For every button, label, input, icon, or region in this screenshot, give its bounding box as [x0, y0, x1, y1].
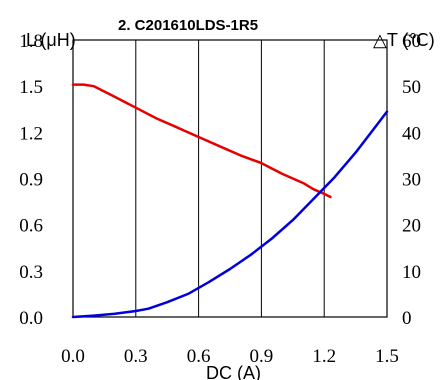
- temperature-rise-line: [71, 110, 389, 319]
- tick-labels: 0.0 0.3 0.6 0.9 1.2 1.5 0.0 0.3 0.6 0.9 1.2 1.5 1.8 0…: [19, 31, 421, 367]
- grid: [135, 40, 325, 317]
- y-right-tick-label: 40: [402, 123, 421, 144]
- y-right-tick-label: 50: [402, 77, 421, 98]
- x-tick-label: 1.2: [312, 346, 336, 367]
- x-axis-label: DC (A): [206, 363, 261, 380]
- x-tick-label: 0.0: [61, 346, 85, 367]
- y-left-tick-label: 0.0: [19, 308, 43, 329]
- x-tick-label: 0.9: [250, 346, 274, 367]
- series-layer: [71, 83, 389, 319]
- inductance-line: [71, 83, 332, 199]
- x-tick-label: 1.5: [375, 346, 399, 367]
- y-right-tick-label: 30: [402, 170, 421, 191]
- y-left-tick-label: 1.8: [19, 31, 43, 52]
- plot-frame: [72, 39, 388, 318]
- y-right-tick-label: 60: [402, 31, 421, 52]
- y-left-tick-label: 0.9: [19, 170, 43, 191]
- y-left-axis-label: L (μH): [26, 30, 76, 50]
- y-right-tick-label: 10: [402, 262, 421, 283]
- y-right-axis-label: △T (℃): [373, 30, 435, 50]
- x-tick-label: 0.6: [187, 346, 211, 367]
- y-right-tick-label: 20: [402, 216, 421, 237]
- y-left-tick-label: 1.2: [19, 123, 43, 144]
- x-tick-label: 0.3: [124, 346, 148, 367]
- y-left-tick-label: 1.5: [19, 77, 43, 98]
- y-left-tick-label: 0.6: [19, 216, 43, 237]
- y-left-tick-label: 0.3: [19, 262, 43, 283]
- chart-title: 2. C201610LDS-1R5: [118, 17, 258, 34]
- y-right-tick-label: 0: [402, 308, 412, 329]
